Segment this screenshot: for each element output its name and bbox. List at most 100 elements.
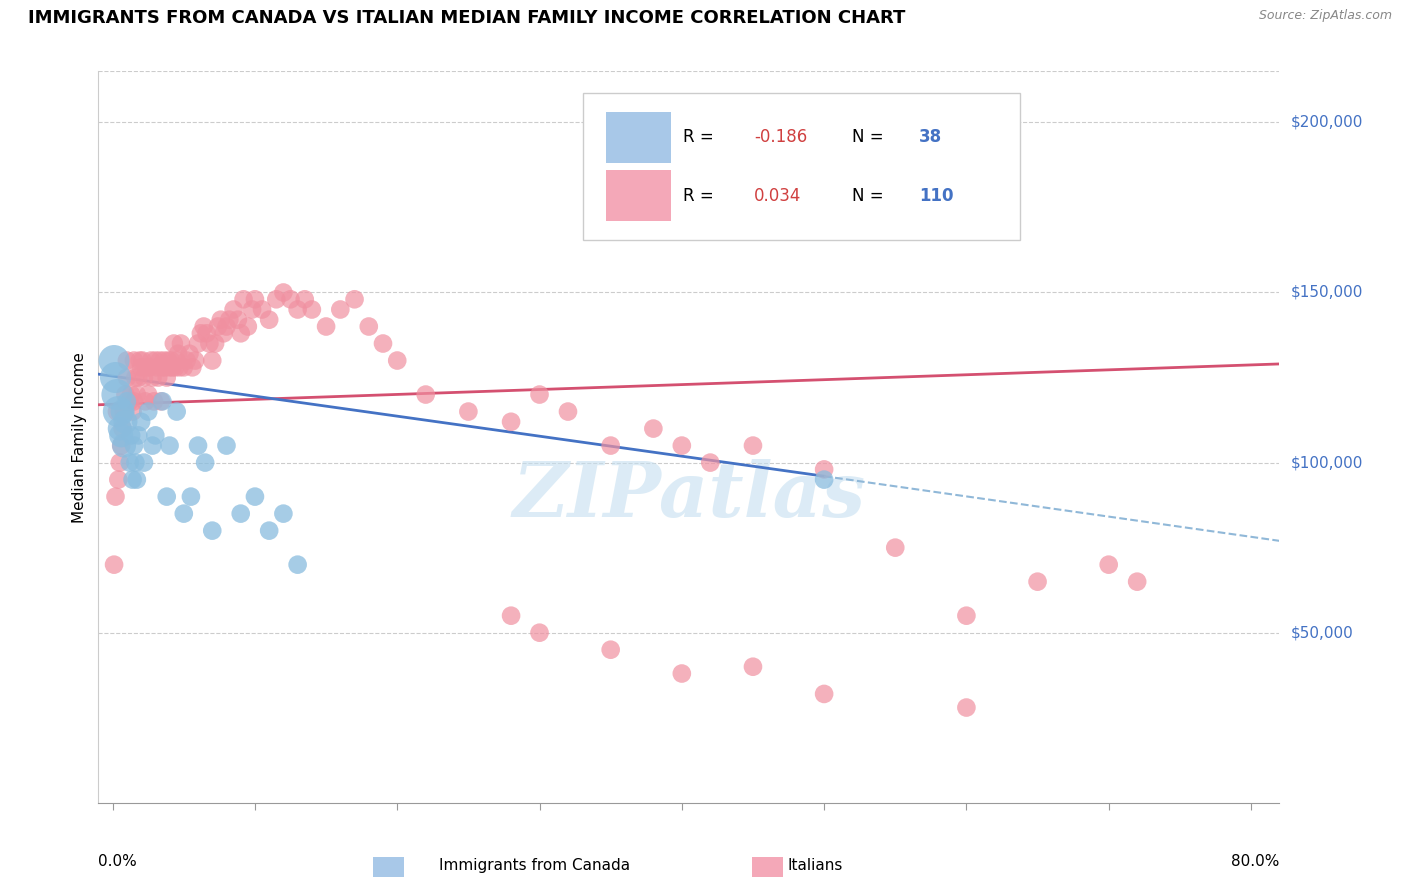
Point <box>103 558 125 572</box>
Point <box>287 302 309 317</box>
Point <box>122 439 145 453</box>
Point <box>149 353 172 368</box>
Point <box>315 319 337 334</box>
Point <box>128 353 150 368</box>
Text: 80.0%: 80.0% <box>1232 854 1279 869</box>
Text: $50,000: $50,000 <box>1291 625 1354 640</box>
Point <box>141 370 163 384</box>
Point <box>122 353 145 368</box>
Point <box>132 370 155 384</box>
Point <box>190 326 212 341</box>
Text: IMMIGRANTS FROM CANADA VS ITALIAN MEDIAN FAMILY INCOME CORRELATION CHART: IMMIGRANTS FROM CANADA VS ITALIAN MEDIAN… <box>28 9 905 27</box>
Point <box>599 642 621 657</box>
Bar <box>606 170 671 221</box>
Point <box>529 387 551 401</box>
Point <box>218 312 240 326</box>
Point <box>229 507 252 521</box>
Point <box>107 473 129 487</box>
Point <box>143 428 166 442</box>
Point <box>103 353 125 368</box>
Point <box>179 347 201 361</box>
Point <box>127 428 149 442</box>
Point <box>257 312 280 326</box>
Text: Italians: Italians <box>787 858 844 872</box>
Point <box>169 360 191 375</box>
Point <box>105 404 128 418</box>
Text: 0.034: 0.034 <box>754 186 801 204</box>
Point <box>166 404 188 418</box>
Point <box>1126 574 1149 589</box>
Point <box>110 428 132 442</box>
Point <box>120 387 142 401</box>
Text: R =: R = <box>683 186 718 204</box>
Point <box>142 394 165 409</box>
Point <box>499 415 522 429</box>
Point <box>156 370 179 384</box>
Point <box>209 312 232 326</box>
Point <box>173 507 195 521</box>
Point <box>387 353 409 368</box>
Point <box>193 319 215 334</box>
Point <box>599 439 621 453</box>
Point <box>152 394 174 409</box>
Point <box>129 415 152 429</box>
Point <box>204 336 226 351</box>
Point <box>222 302 245 317</box>
Point <box>201 353 224 368</box>
Point <box>165 360 187 375</box>
Point <box>699 456 721 470</box>
Point <box>111 421 134 435</box>
Point <box>187 439 209 453</box>
Point <box>107 404 129 418</box>
Point <box>163 336 186 351</box>
Point <box>115 370 138 384</box>
Bar <box>606 112 671 162</box>
Point <box>955 608 977 623</box>
Text: Source: ZipAtlas.com: Source: ZipAtlas.com <box>1258 9 1392 22</box>
Point <box>145 360 167 375</box>
Point <box>160 353 183 368</box>
Point <box>212 326 235 341</box>
Point <box>180 490 202 504</box>
Point <box>215 439 238 453</box>
Point <box>131 353 153 368</box>
Text: 38: 38 <box>920 128 942 146</box>
Point <box>287 558 309 572</box>
Point <box>138 360 160 375</box>
Point <box>557 404 579 418</box>
Text: -0.186: -0.186 <box>754 128 807 146</box>
Text: $150,000: $150,000 <box>1291 285 1362 300</box>
Point <box>129 360 152 375</box>
Point <box>153 353 176 368</box>
Point <box>671 439 693 453</box>
Point <box>273 507 295 521</box>
Point <box>357 319 380 334</box>
Text: R =: R = <box>683 128 718 146</box>
Text: $100,000: $100,000 <box>1291 455 1362 470</box>
FancyBboxPatch shape <box>582 94 1019 240</box>
Point <box>114 415 136 429</box>
Point <box>127 370 149 384</box>
Point <box>148 370 170 384</box>
Point <box>229 326 252 341</box>
Point <box>111 404 134 418</box>
Point <box>159 439 181 453</box>
Point <box>184 353 207 368</box>
Y-axis label: Median Family Income: Median Family Income <box>72 351 87 523</box>
Point <box>115 353 138 368</box>
Point <box>150 394 173 409</box>
Text: 110: 110 <box>920 186 953 204</box>
Point <box>157 353 180 368</box>
Point <box>104 370 127 384</box>
Point <box>257 524 280 538</box>
Point <box>243 490 266 504</box>
Point <box>742 439 765 453</box>
Point <box>955 700 977 714</box>
Text: ZIPatlas: ZIPatlas <box>512 458 866 533</box>
Point <box>194 456 217 470</box>
Point <box>671 666 693 681</box>
Point <box>105 387 128 401</box>
Point <box>159 360 181 375</box>
Point <box>343 293 366 307</box>
Point <box>121 473 143 487</box>
